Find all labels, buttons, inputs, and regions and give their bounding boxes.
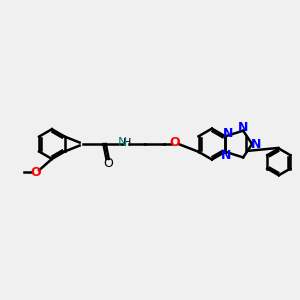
Text: N: N [118, 136, 128, 149]
Text: N: N [223, 127, 233, 140]
Text: N: N [251, 138, 262, 151]
Text: H: H [123, 138, 131, 148]
Text: O: O [103, 157, 113, 170]
Text: O: O [169, 136, 180, 149]
Text: N: N [221, 149, 231, 162]
Text: O: O [30, 166, 41, 179]
Text: N: N [238, 121, 248, 134]
